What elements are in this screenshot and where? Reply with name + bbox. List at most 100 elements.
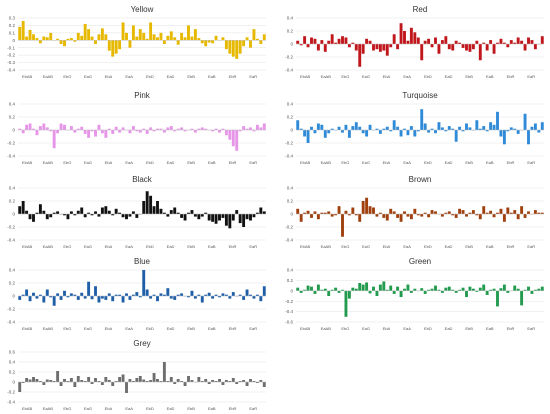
bar	[224, 214, 228, 226]
y-tick-label: 0.2	[9, 370, 16, 375]
y-tick-label: 0.4	[9, 102, 16, 107]
x-tick-label: EaB	[486, 160, 494, 165]
bar	[533, 123, 537, 130]
y-tick-label: -0.2	[7, 225, 15, 230]
bar	[409, 27, 413, 44]
x-tick-label: EbAB	[22, 406, 33, 411]
bar	[200, 214, 204, 217]
bar	[21, 130, 25, 134]
bar	[351, 126, 355, 130]
bar	[63, 124, 66, 130]
bar	[451, 214, 455, 216]
bar	[496, 290, 499, 307]
bar	[80, 126, 84, 130]
y-tick-label: 0	[12, 212, 15, 217]
bar	[262, 382, 266, 387]
bar	[21, 294, 25, 296]
bar	[496, 212, 499, 214]
bar	[478, 44, 482, 61]
y-tick-label: -0.4	[7, 400, 15, 405]
bar	[38, 381, 42, 382]
bar	[69, 126, 73, 130]
bar	[159, 128, 163, 130]
bar	[485, 44, 489, 51]
bar	[471, 288, 475, 291]
bar	[409, 214, 413, 220]
bar	[527, 211, 530, 214]
bar	[176, 212, 180, 214]
bar	[361, 44, 365, 54]
bar	[32, 214, 35, 222]
bar	[32, 292, 35, 296]
chart-svg-pink: Pink 0.4 0.2 0 -0.2 -0.4 EbAB EaAB EbG EaG EbA EaA E…	[7, 91, 266, 165]
bar	[368, 206, 372, 214]
bar	[420, 109, 424, 130]
bar	[80, 292, 84, 296]
bar	[502, 130, 506, 145]
y-tick-label: -0.2	[7, 141, 15, 146]
bar	[166, 127, 170, 130]
y-tick-label: 0.4	[9, 268, 16, 273]
bar	[492, 214, 496, 218]
bar	[80, 207, 84, 214]
bar	[180, 127, 184, 130]
y-tick-label: 0.4	[287, 268, 294, 273]
x-tick-label: EaR	[249, 160, 257, 165]
x-tick-label: EbAB	[22, 244, 33, 249]
bar	[156, 296, 159, 302]
bar	[28, 296, 32, 302]
x-tick-label: EaB	[486, 244, 494, 249]
x-tick-label: EbR	[507, 160, 515, 165]
bar	[533, 289, 537, 291]
x-tick-label: EaAB	[43, 160, 54, 165]
bar	[142, 270, 146, 296]
bar	[242, 380, 246, 382]
bar	[420, 44, 424, 61]
bar	[365, 130, 369, 137]
chart-title-red: Red	[413, 5, 428, 14]
bar	[375, 290, 379, 296]
bar	[228, 40, 232, 54]
bar	[173, 207, 177, 214]
bar	[533, 44, 537, 50]
bar	[489, 40, 493, 44]
bar	[245, 382, 249, 386]
y-tick-label: -0.2	[7, 390, 15, 395]
bar	[69, 378, 73, 382]
bar	[125, 293, 128, 296]
x-tick-label: EaAB	[43, 244, 54, 249]
bar	[114, 381, 118, 382]
bar	[375, 128, 379, 130]
bar	[152, 206, 156, 214]
bar	[527, 286, 530, 291]
bar	[337, 206, 341, 214]
x-tick-label: EbD	[424, 160, 432, 165]
bar	[296, 120, 300, 130]
chart-svg-black: Black 0.4 0.2 0 -0.2 -0.4 EbAB EaAB EbG EaG EbA EaA…	[7, 175, 266, 249]
x-tick-label: EbAB	[300, 326, 311, 331]
bar	[458, 42, 462, 44]
bar	[28, 29, 32, 41]
bar	[224, 294, 228, 296]
bar	[382, 44, 386, 51]
bar	[90, 214, 94, 216]
bar	[372, 44, 375, 51]
bar	[114, 208, 118, 214]
y-tick-label: 0.2	[9, 199, 16, 204]
bar	[42, 123, 46, 130]
bar	[159, 293, 163, 296]
bar	[451, 289, 455, 291]
bar	[523, 44, 527, 51]
x-tick-label: EaD	[167, 160, 175, 165]
bar	[485, 130, 489, 132]
x-tick-label: EaA	[403, 74, 411, 79]
bar	[138, 29, 142, 41]
bar	[245, 37, 249, 41]
bar	[100, 28, 104, 41]
bar	[478, 128, 482, 130]
bar	[38, 204, 42, 214]
bar	[18, 128, 22, 130]
x-tick-label: EbAB	[300, 160, 311, 165]
bar	[152, 294, 156, 296]
bar	[97, 381, 101, 382]
